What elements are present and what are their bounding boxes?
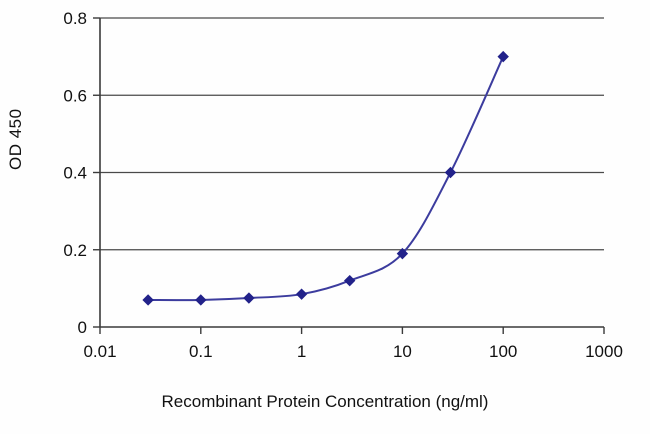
data-point-marker [142, 294, 154, 306]
data-point-marker [295, 288, 308, 300]
data-point-marker [243, 292, 255, 304]
x-tick-label: 100 [489, 342, 517, 361]
y-tick-label: 0.6 [63, 86, 87, 105]
x-tick-label: 0.01 [83, 342, 116, 361]
x-tick-label: 1 [297, 342, 306, 361]
data-point-marker [444, 166, 457, 179]
x-tick-label: 1000 [585, 342, 623, 361]
series-line [148, 56, 505, 302]
y-tick-label: 0.8 [63, 9, 87, 28]
data-point-marker [195, 294, 207, 306]
y-axis-title: OD 450 [6, 108, 25, 170]
data-point-marker [343, 274, 356, 287]
y-tick-label: 0.2 [63, 241, 87, 260]
data-point-marker [396, 247, 409, 260]
data-point-marker [497, 50, 509, 63]
x-axis-title: Recombinant Protein Concentration (ng/ml… [161, 392, 489, 411]
y-tick-label: 0.4 [63, 164, 87, 183]
y-tick-label: 0 [78, 318, 87, 337]
x-tick-label: 0.1 [189, 342, 213, 361]
x-tick-label: 10 [393, 342, 412, 361]
